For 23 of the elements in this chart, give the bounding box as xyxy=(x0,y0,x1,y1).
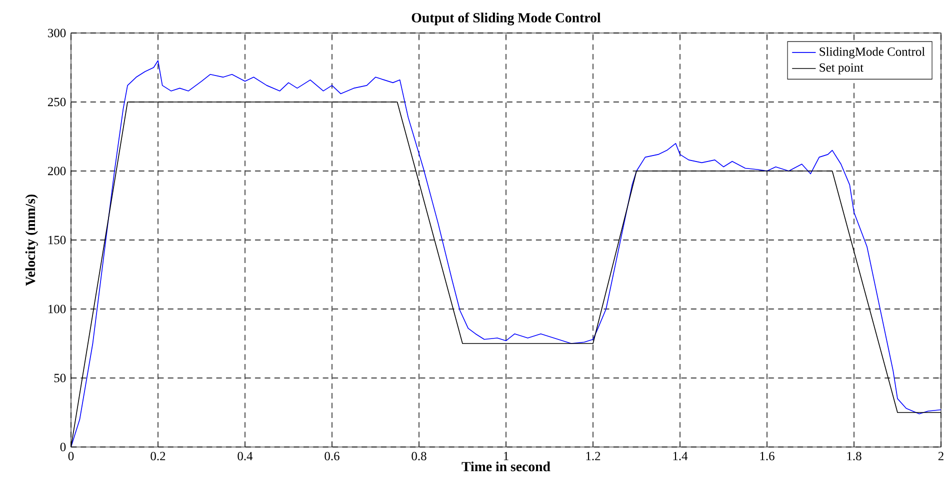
y-tick-label: 50 xyxy=(54,374,66,382)
x-tick-label: 1.2 xyxy=(586,452,600,460)
y-tick-label: 300 xyxy=(48,28,66,38)
y-tick-label: 150 xyxy=(48,236,66,244)
y-axis-title: Velocity (mm/s) xyxy=(25,194,38,286)
x-axis-title: Time in second xyxy=(462,462,550,472)
y-tick-label: 250 xyxy=(48,98,66,106)
y-tick-label: 0 xyxy=(60,442,66,452)
x-tick-label: 1.4 xyxy=(673,452,688,460)
x-tick-label: 1.8 xyxy=(847,452,862,460)
x-tick-label: 0.8 xyxy=(412,452,426,460)
legend-label: SlidingMode Control xyxy=(820,47,925,58)
x-tick-label: 1.6 xyxy=(760,452,774,460)
x-tick-label: 1 xyxy=(504,452,508,460)
x-tick-label: 0.6 xyxy=(324,452,340,460)
x-tick-label: 2 xyxy=(938,452,944,460)
x-tick-label: 0 xyxy=(68,452,74,460)
chart-title: Output of Sliding Mode Control xyxy=(412,12,601,26)
legend-label: Set point xyxy=(820,63,864,74)
x-tick-label: 0.4 xyxy=(238,452,253,460)
x-tick-label: 0.2 xyxy=(150,452,166,460)
y-tick-label: 200 xyxy=(48,166,66,176)
y-tick-label: 100 xyxy=(48,304,66,314)
